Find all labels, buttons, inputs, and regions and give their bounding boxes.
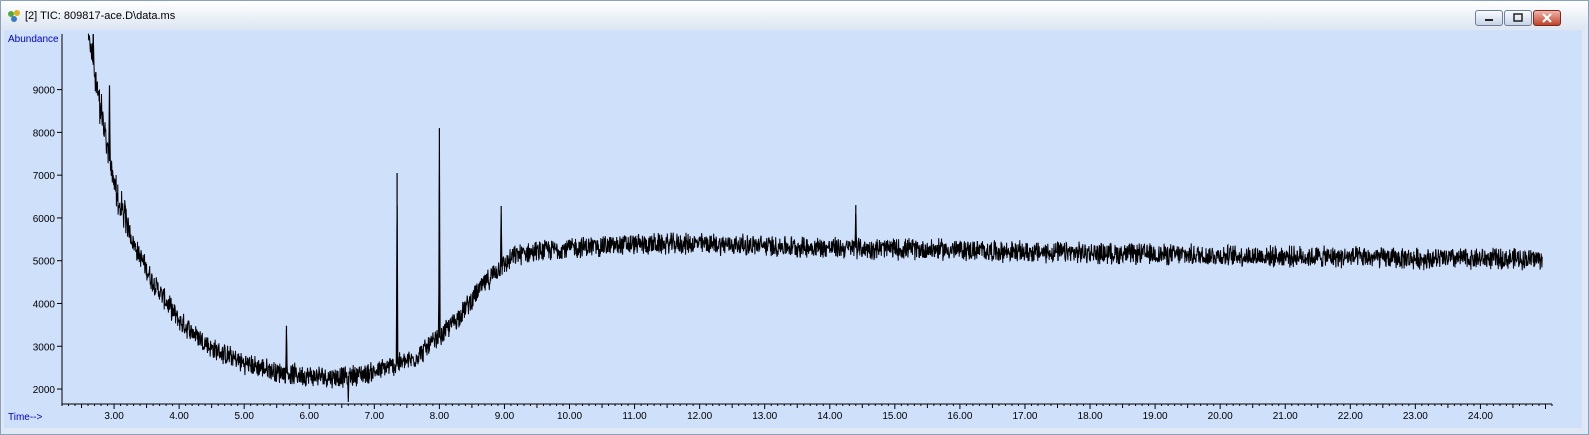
- x-tick-label: 24.00: [1468, 411, 1493, 422]
- x-tick-label: 10.00: [557, 411, 582, 422]
- x-tick-label: 19.00: [1143, 411, 1168, 422]
- x-tick-label: 23.00: [1403, 411, 1428, 422]
- x-tick-label: 12.00: [687, 411, 712, 422]
- restore-button[interactable]: [1504, 10, 1532, 26]
- x-tick-label: 11.00: [622, 411, 647, 422]
- y-tick-label: 3000: [33, 342, 56, 353]
- x-tick-label: 14.00: [817, 411, 842, 422]
- y-tick-label: 7000: [33, 171, 56, 182]
- tic-trace-line: [87, 33, 1543, 399]
- x-tick-label: 7.00: [365, 411, 385, 422]
- x-tick-label: 9.00: [495, 411, 515, 422]
- y-tick-label: 8000: [33, 128, 56, 139]
- y-tick-label: 4000: [33, 299, 56, 310]
- axes: 2000 3000 4000 5000 6000 7000 8000 9000 3.00 4.00…: [33, 34, 1553, 422]
- x-tick-label: 20.00: [1208, 411, 1233, 422]
- minimize-button[interactable]: [1475, 10, 1503, 26]
- x-tick-label: 16.00: [947, 411, 972, 422]
- x-tick-label: 4.00: [169, 411, 189, 422]
- close-button[interactable]: [1533, 10, 1561, 26]
- x-tick-label: 17.00: [1012, 411, 1037, 422]
- y-tick-label: 2000: [33, 385, 56, 396]
- x-tick-label: 15.00: [882, 411, 907, 422]
- tic-chromatogram-chart[interactable]: Abundance Time--> 2000 3000 4000 5000 6000 70…: [4, 30, 1582, 428]
- title-bar[interactable]: [2] TIC: 809817-ace.D\data.ms: [1, 1, 1588, 29]
- x-tick-label: 3.00: [104, 411, 124, 422]
- x-tick-label: 21.00: [1273, 411, 1298, 422]
- chromatogram-app-icon: [8, 10, 20, 22]
- x-tick-label: 22.00: [1338, 411, 1363, 422]
- y-tick-label: 9000: [33, 86, 56, 97]
- minimize-icon: [1485, 19, 1493, 21]
- window-title: [2] TIC: 809817-ace.D\data.ms: [25, 10, 176, 22]
- x-tick-label: 5.00: [234, 411, 254, 422]
- x-tick-label: 18.00: [1078, 411, 1103, 422]
- y-axis-label: Abundance: [8, 34, 59, 45]
- x-tick-label: 8.00: [430, 411, 450, 422]
- y-tick-label: 6000: [33, 214, 56, 225]
- close-icon: [1542, 13, 1552, 23]
- x-tick-label: 13.00: [752, 411, 777, 422]
- x-axis-label: Time-->: [8, 412, 43, 423]
- x-tick-label: 6.00: [300, 411, 320, 422]
- restore-icon: [1513, 13, 1523, 22]
- trace-group: [87, 33, 1543, 402]
- y-tick-label: 5000: [33, 257, 56, 268]
- plot-area[interactable]: Abundance Time--> 2000 3000 4000 5000 6000 70…: [4, 30, 1582, 428]
